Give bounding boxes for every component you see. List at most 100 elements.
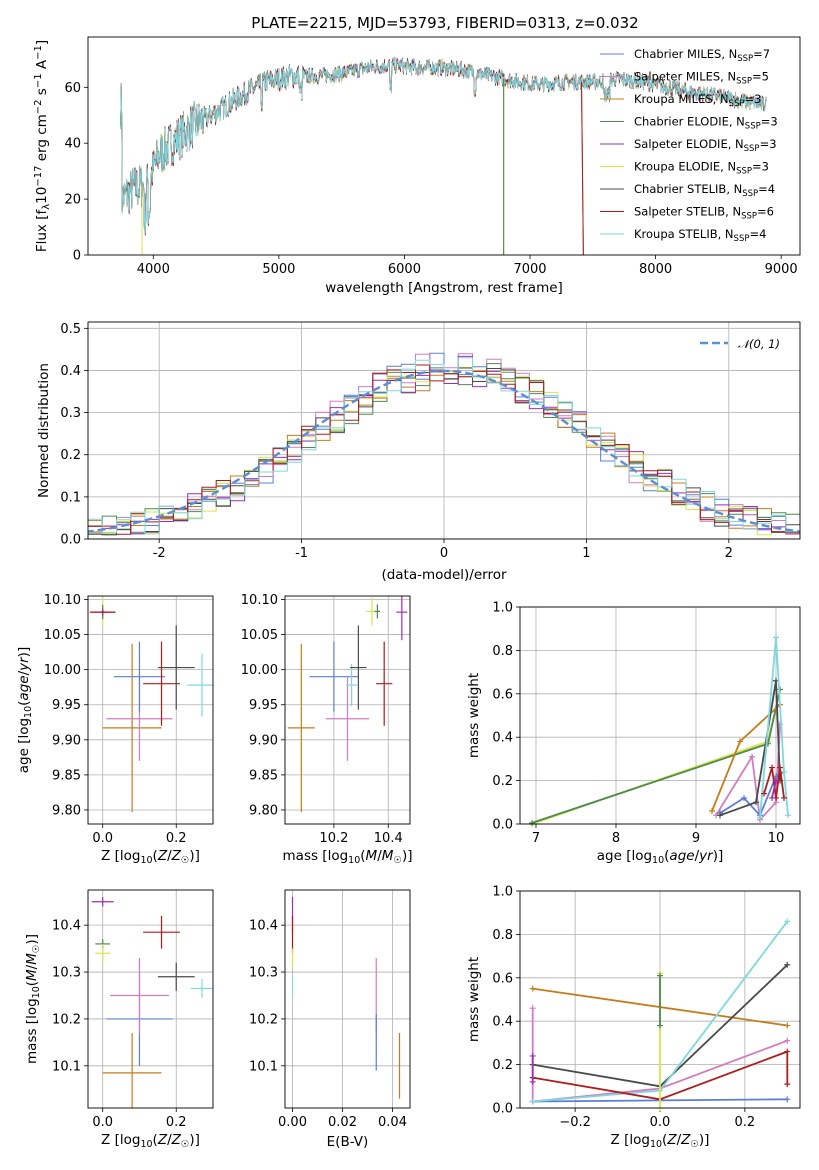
x-tick-label: 5000	[262, 262, 295, 277]
y-tick-label: 0.4	[60, 364, 81, 379]
x-tick-label: 9000	[765, 262, 798, 277]
weight-marker	[785, 812, 791, 819]
axes-frame	[284, 595, 411, 825]
error-bar-point	[396, 596, 408, 641]
weight-marker	[753, 799, 759, 806]
y-tick-label: 0.0	[492, 1102, 513, 1117]
error-bar-point	[102, 1032, 162, 1108]
spectrum-legend: Chabrier MILES, NSSP=7 Salpeter MILES, NS…	[600, 47, 778, 244]
weight-marker	[761, 790, 767, 797]
y-tick-label: 0.0	[60, 533, 81, 548]
x-tick-label: 9	[692, 831, 700, 846]
x-tick-label: 4000	[137, 262, 170, 277]
y-tick-label: 20	[64, 193, 81, 208]
y-axis-label: Normed distribution	[36, 363, 52, 498]
axes-frame	[87, 321, 801, 540]
weight-marker	[784, 918, 791, 925]
y-axis-label: Flux [fλ10−17 erg cm−2 s−1 A−1]	[33, 40, 52, 252]
weight-marker	[784, 1081, 791, 1088]
x-tick-label: 7	[532, 831, 540, 846]
weight-marker	[717, 812, 723, 819]
weight-marker	[529, 1078, 536, 1085]
y-tick-label: 9.85	[52, 768, 81, 783]
weight-marker	[777, 764, 783, 771]
error-bar-point	[143, 915, 180, 949]
mass-vs-Z-axes: 0.0 0.2 10.1 10.2 10.3 10.4	[52, 890, 213, 1130]
weight-marker	[709, 807, 715, 814]
error-bar-point	[187, 653, 213, 717]
weight-marker	[784, 1048, 791, 1055]
y-tick-label: 0.4	[492, 731, 513, 746]
error-bar-point	[143, 641, 180, 726]
error-bar-point	[89, 610, 116, 614]
weight-line	[531, 689, 781, 825]
weight-marker	[741, 794, 747, 801]
x-tick-label: 8000	[639, 262, 672, 277]
error-bar-point	[102, 643, 162, 813]
weight-line	[531, 689, 781, 824]
x-axis-label: Z [log10(Z/Z☉)]	[611, 1132, 710, 1150]
weight-line	[532, 1050, 789, 1101]
y-tick-label: 0.8	[492, 928, 513, 943]
y-axis-label: mass weight	[466, 957, 482, 1042]
x-tick-label: 0.2	[166, 1115, 187, 1130]
weight-marker	[529, 819, 535, 826]
y-tick-label: 10.1	[52, 1059, 81, 1074]
y-tick-label: 1.0	[492, 885, 513, 900]
weight-vs-age-lines	[529, 634, 791, 827]
weight-marker	[784, 1022, 791, 1029]
y-tick-label: 0.3	[60, 406, 81, 421]
x-tick-label: 0.2	[166, 831, 187, 846]
legend-label: Salpeter MILES, NSSP=5	[634, 70, 769, 87]
age-vs-Z-points	[89, 597, 213, 813]
error-bar-point	[376, 641, 393, 726]
y-tick-label: 60	[64, 81, 81, 96]
y-tick-label: 10.1	[249, 1059, 278, 1074]
legend-label: Kroupa ELODIE, NSSP=3	[634, 160, 769, 177]
x-tick-label: 10.4	[374, 831, 403, 846]
y-tick-label: 10.00	[44, 663, 81, 678]
y-axis-label: age [log10(age/yr)]	[16, 647, 34, 773]
axes-frame	[519, 606, 801, 825]
weight-vs-Z-lines	[529, 918, 791, 1111]
error-bar-point	[346, 664, 358, 707]
x-axis-label: Z [log10(Z/Z☉)]	[101, 848, 200, 866]
weight-marker	[529, 1052, 536, 1059]
error-bar-point	[190, 979, 213, 998]
spectrum-line	[120, 57, 767, 234]
error-bar-point	[95, 943, 111, 963]
weight-marker	[784, 961, 791, 968]
y-tick-label: 10.3	[52, 966, 81, 981]
x-tick-label: 0.2	[735, 1115, 756, 1130]
legend-label: 𝒩(0, 1)	[738, 337, 780, 351]
weight-marker	[769, 764, 775, 771]
weight-marker	[749, 753, 755, 760]
y-tick-label: 10.2	[249, 1012, 278, 1027]
mass-vs-Z-points	[91, 897, 213, 1108]
weight-vs-Z-axes: −0.2 0.0 0.2 0.0 0.2 0.4 0.6 0.8 1.0	[492, 885, 800, 1130]
x-tick-label: 0.0	[92, 831, 113, 846]
error-bar-point	[157, 625, 195, 710]
error-bar-point	[350, 625, 367, 710]
y-tick-label: 10.05	[44, 628, 81, 643]
x-axis-label: Z [log10(Z/Z☉)]	[101, 1132, 200, 1150]
x-axis-label: E(B-V)	[327, 1134, 369, 1150]
x-axis-label: age [log10(age/yr)]	[597, 848, 723, 866]
legend-label: Kroupa STELIB, NSSP=4	[634, 227, 766, 244]
x-tick-label: 10.2	[319, 831, 348, 846]
weight-marker	[773, 777, 779, 784]
y-tick-label: 0.8	[492, 644, 513, 659]
histogram-steps	[88, 352, 800, 536]
legend-label: Salpeter STELIB, NSSP=6	[634, 205, 774, 222]
age-vs-mass-axes: 10.2 10.4 9.80 9.85 9.90 9.95 10.00 10.05 10.10	[241, 593, 410, 846]
weight-marker	[657, 1022, 663, 1029]
weight-marker	[781, 794, 787, 801]
y-tick-label: 0.5	[60, 322, 81, 337]
error-bar-point	[113, 641, 166, 712]
x-tick-label: −0.2	[559, 1115, 591, 1130]
y-tick-label: 10.4	[52, 919, 81, 934]
legend-label: Chabrier ELODIE, NSSP=3	[634, 115, 778, 132]
y-tick-label: 10.2	[52, 1012, 81, 1027]
x-tick-label: 6000	[388, 262, 421, 277]
x-tick-label: 0.00	[278, 1115, 307, 1130]
